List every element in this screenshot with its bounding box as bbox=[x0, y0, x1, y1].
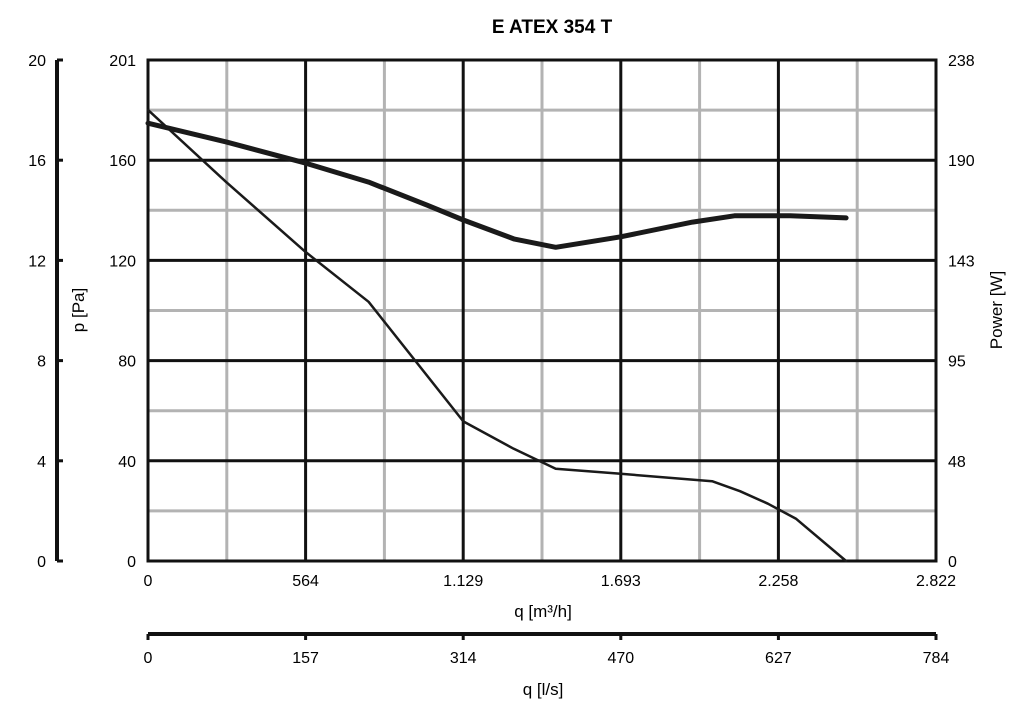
chart-title: E ATEX 354 T bbox=[492, 17, 613, 38]
y-axis-label-pressure: p [Pa] bbox=[69, 288, 88, 332]
y-axis-label-power: Power [W] bbox=[987, 271, 1006, 349]
x-tick-label-flow: 2.822 bbox=[916, 573, 956, 590]
x-tick-label-lps: 784 bbox=[923, 650, 950, 667]
y-tick-label-outer: 0 bbox=[37, 554, 46, 571]
y-tick-label-power: 95 bbox=[948, 354, 966, 371]
tick-labels: 0 564 1.129 1.693 2.258 2.822 0 157 314 470 627 784… bbox=[28, 53, 975, 667]
x-axis-label-lps: q [l/s] bbox=[523, 680, 564, 699]
x-tick-label-lps: 470 bbox=[607, 650, 634, 667]
x-tick-label-flow: 1.693 bbox=[601, 573, 641, 590]
x-tick-label-lps: 0 bbox=[144, 650, 153, 667]
x-axis-label-flow: q [m³/h] bbox=[514, 602, 572, 621]
pressure-curve bbox=[146, 108, 848, 563]
y-tick-label-power: 238 bbox=[948, 53, 975, 70]
y-tick-label-power: 190 bbox=[948, 153, 975, 170]
y-tick-label-power: 0 bbox=[948, 554, 957, 571]
x-tick-label-flow: 0 bbox=[144, 573, 153, 590]
x-tick-label-lps: 157 bbox=[292, 650, 319, 667]
y-tick-label-outer: 8 bbox=[37, 354, 46, 371]
y-tick-label-outer: 4 bbox=[37, 454, 46, 471]
y-tick-label-outer: 16 bbox=[28, 153, 46, 170]
series-group bbox=[145, 108, 849, 563]
y-tick-label-pressure: 0 bbox=[127, 554, 136, 571]
y-tick-label-pressure: 160 bbox=[109, 153, 136, 170]
y-tick-label-power: 48 bbox=[948, 454, 966, 471]
y-tick-label-pressure: 201 bbox=[109, 53, 136, 70]
x-tick-label-lps: 627 bbox=[765, 650, 792, 667]
y-tick-label-outer: 20 bbox=[28, 53, 46, 70]
y-tick-label-pressure: 40 bbox=[118, 454, 136, 471]
axes bbox=[55, 58, 938, 640]
x-tick-label-lps: 314 bbox=[450, 650, 477, 667]
grid-major bbox=[148, 60, 936, 561]
grid-minor bbox=[148, 60, 936, 561]
y-tick-label-pressure: 80 bbox=[118, 354, 136, 371]
x-tick-label-flow: 2.258 bbox=[758, 573, 798, 590]
y-tick-label-power: 143 bbox=[948, 253, 975, 270]
x-tick-label-flow: 564 bbox=[292, 573, 319, 590]
x-tick-label-flow: 1.129 bbox=[443, 573, 483, 590]
y-tick-label-pressure: 120 bbox=[109, 253, 136, 270]
y-tick-label-outer: 12 bbox=[28, 253, 46, 270]
power-curve bbox=[145, 120, 849, 250]
plot-frame bbox=[146, 58, 938, 563]
